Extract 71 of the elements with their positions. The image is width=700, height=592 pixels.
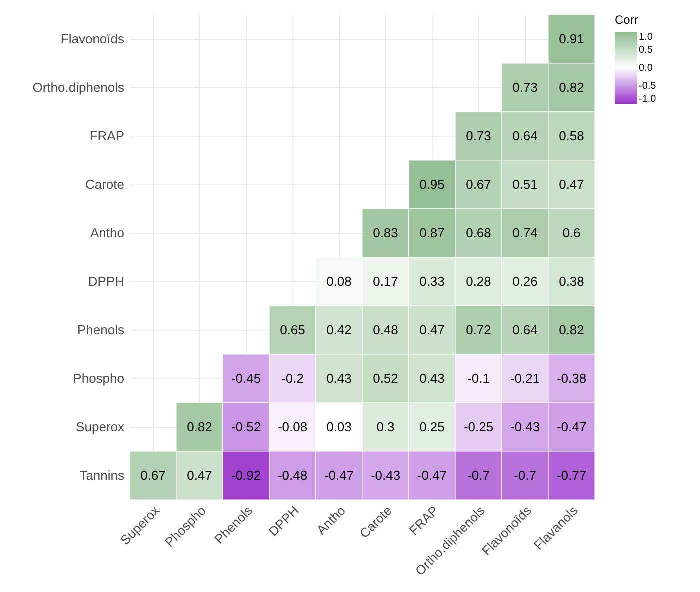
color-bar-label: -0.5 [639,81,657,92]
data-label: -0.1 [468,370,490,386]
data-label: 0.67 [140,468,166,483]
y-tick-label: DPPH [88,274,124,289]
data-label: -0.38 [556,370,587,386]
y-tick-label: Tannins [80,468,125,483]
data-label: -0.43 [370,468,401,483]
data-label: 0.48 [373,322,398,338]
data-label: -0.2 [282,370,304,386]
data-label: 0.51 [512,176,538,192]
data-label: 0.26 [512,274,538,289]
data-label: 0.58 [559,128,584,144]
data-label: 0.38 [559,274,584,289]
y-tick-label: Carote [85,176,124,192]
data-label: 0.6 [562,225,581,240]
data-label: 0.28 [466,274,492,289]
data-label: 0.87 [420,225,445,240]
data-label: 0.82 [187,419,212,434]
y-tick-label: Phenols [78,322,125,338]
data-label: -0.45 [231,370,262,386]
data-label: 0.3 [376,419,395,434]
data-label: -0.48 [278,468,308,483]
data-label: 0.65 [280,322,306,338]
color-bar-label: -1.0 [639,94,657,105]
data-label: 0.08 [326,274,352,289]
color-bar-label: 0.0 [639,63,654,74]
data-label: 0.47 [559,176,584,192]
data-label: 0.91 [559,31,584,46]
color-bar-label: 0.5 [639,45,654,56]
data-label: -0.08 [278,419,308,434]
y-tick-label: Phospho [73,370,124,386]
data-label: 0.03 [326,419,352,434]
data-label: 0.82 [559,322,584,338]
data-label: -0.21 [510,370,540,386]
y-tick-label: Superox [76,419,125,434]
data-label: 0.43 [326,370,352,386]
data-label: 0.64 [512,322,538,338]
data-label: 0.73 [466,128,492,144]
data-label: 0.47 [420,322,445,338]
data-label: -0.47 [417,468,448,483]
data-label: 0.17 [373,274,398,289]
data-label: 0.43 [420,370,445,386]
y-tick-label: Ortho.diphenols [32,80,125,95]
data-label: 0.83 [373,225,398,240]
data-label: 0.68 [466,225,492,240]
data-label: 0.95 [420,176,445,192]
data-label: 0.42 [326,322,352,338]
data-label: -0.43 [510,419,540,434]
data-label: 0.73 [512,80,538,95]
data-label: -0.47 [324,468,354,483]
data-label: 0.25 [420,419,445,434]
data-label: 0.52 [373,370,398,386]
data-label: -0.77 [556,468,587,483]
data-label: 0.33 [420,274,445,289]
y-tick-label: Antho [90,225,124,240]
color-bar-title: Corr [615,13,638,27]
data-label: 0.47 [187,468,212,483]
data-label: 0.67 [466,176,492,192]
data-label: 0.72 [466,322,492,338]
data-label: 0.64 [512,128,538,144]
data-label: -0.92 [231,468,262,483]
y-tick-label: Flavonoïds [60,31,125,46]
data-label: -0.7 [468,468,490,483]
color-bar-label: 1.0 [639,32,654,43]
data-label: -0.52 [231,419,262,434]
y-tick-label: FRAP [90,128,124,144]
data-label: -0.7 [514,468,536,483]
data-label: -0.47 [556,419,587,434]
data-label: 0.82 [559,80,584,95]
data-label: 0.74 [512,225,538,240]
data-label: -0.25 [464,419,494,434]
